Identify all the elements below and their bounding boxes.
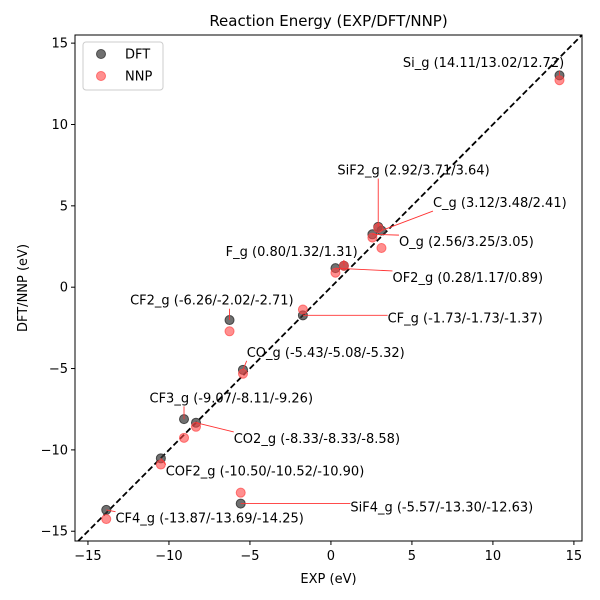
annotation-label: F_g (0.80/1.32/1.31): [226, 245, 358, 260]
x-tick-label: −5: [240, 549, 259, 564]
y-tick-label: −5: [49, 362, 68, 377]
point-nnp: [554, 75, 565, 86]
legend: DFT NNP: [82, 41, 164, 91]
annotation-label: CO_g (-5.43/-5.08/-5.32): [247, 346, 405, 361]
point-nnp: [237, 368, 248, 379]
annotation-label: SiF2_g (2.92/3.71/3.64): [337, 164, 489, 179]
annotation-label: Si_g (14.11/13.02/12.72): [403, 56, 564, 71]
annotation-leader: [335, 267, 393, 272]
point-nnp: [155, 459, 166, 470]
point-dft: [101, 504, 112, 515]
annotation-leader: [195, 422, 234, 433]
x-tick-label: 15: [566, 549, 583, 564]
annotation-label: OF2_g (0.28/1.17/0.89): [392, 271, 543, 286]
ticks-layer: −15 −10 −5 0 5 10 15 −15 −10 −5 0 5 10 15: [41, 37, 583, 564]
annotation-leader: [242, 360, 248, 371]
x-axis-label: EXP (eV): [300, 572, 356, 587]
y-tick-label: 5: [60, 199, 68, 214]
point-nnp: [190, 421, 201, 432]
point-nnp: [367, 232, 378, 243]
point-nnp: [179, 432, 190, 443]
y-axis-label: DFT/NNP (eV): [16, 244, 31, 332]
annotation-label: CO2_g (-8.33/-8.33/-8.58): [234, 432, 400, 447]
plot-frame: [74, 34, 583, 542]
y-tick-label: 0: [60, 281, 68, 296]
x-tick-label: −10: [155, 549, 182, 564]
x-tick-label: 10: [485, 549, 502, 564]
point-nnp: [101, 514, 112, 525]
x-tick-label: −15: [74, 549, 101, 564]
annotation-label: CF4_g (-13.87/-13.69/-14.25): [115, 512, 303, 527]
legend-marker-nnp: [96, 71, 106, 81]
y-tick-label: −10: [41, 443, 68, 458]
x-tick-label: 0: [327, 549, 335, 564]
y-tick-label: 10: [51, 118, 68, 133]
annotation-label: COF2_g (-10.50/-10.52/-10.90): [166, 465, 365, 480]
point-nnp: [224, 326, 235, 337]
point-nnp: [297, 304, 308, 315]
annotation-leader: [372, 233, 399, 236]
annotation-label: CF2_g (-6.26/-2.02/-2.71): [130, 294, 294, 309]
annotation-label: CF_g (-1.73/-1.73/-1.37): [388, 312, 543, 327]
x-tick-label: 5: [408, 549, 416, 564]
point-nnp: [376, 242, 387, 253]
annotation-label: CF3_g (-9.07/-8.11/-9.26): [150, 391, 314, 406]
legend-label-nnp: NNP: [125, 70, 152, 85]
annotation-label: SiF4_g (-5.57/-13.30/-12.63): [350, 500, 533, 515]
legend-marker-dft: [96, 49, 106, 59]
annotation-label: O_g (2.56/3.25/3.05): [399, 235, 534, 250]
y-tick-label: 15: [51, 37, 68, 52]
annotation-leader: [106, 509, 116, 513]
point-nnp: [330, 267, 341, 278]
annotations-layer: Si_g (14.11/13.02/12.72) SiF2_g (2.92/3.7…: [106, 56, 567, 527]
point-nnp: [235, 487, 246, 498]
chart-title: Reaction Energy (EXP/DFT/NNP): [209, 12, 447, 30]
annotation-leader: [160, 458, 167, 465]
legend-label-dft: DFT: [125, 48, 150, 63]
y-tick-label: −15: [41, 525, 68, 540]
annotation-label: C_g (3.12/3.48/2.41): [433, 196, 567, 211]
annotation-leader: [381, 210, 434, 231]
